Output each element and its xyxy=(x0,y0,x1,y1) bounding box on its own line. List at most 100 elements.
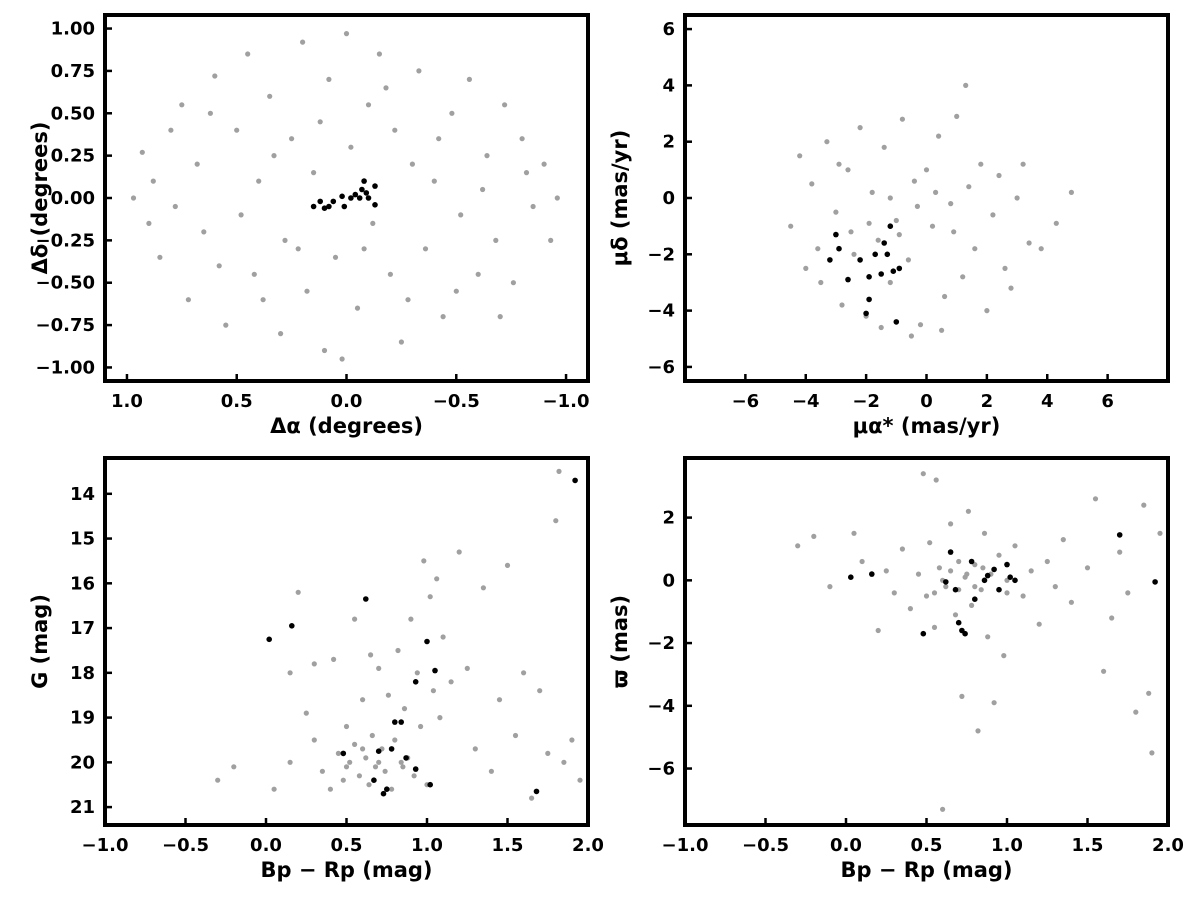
sky-point xyxy=(271,153,277,159)
pm-point xyxy=(887,195,893,201)
cmd-point xyxy=(553,518,559,524)
sky-xtick-label: 0.5 xyxy=(221,391,253,412)
sky-point xyxy=(363,190,370,196)
cmd-xtick-label: −1.0 xyxy=(82,835,129,856)
cmd-point xyxy=(327,786,333,792)
parallax-point xyxy=(891,590,897,596)
sky-point xyxy=(130,195,137,201)
cmd-point xyxy=(289,623,295,629)
cmd-point xyxy=(376,665,382,672)
pm-point xyxy=(869,189,875,195)
cmd-point xyxy=(366,782,372,788)
sky-point xyxy=(343,30,350,37)
pm-point xyxy=(875,237,881,243)
sky-point xyxy=(341,203,348,210)
parallax-point xyxy=(899,546,906,552)
cmd-point xyxy=(389,786,395,792)
pm-point xyxy=(857,257,863,263)
parallax-series-0 xyxy=(795,471,1163,812)
parallax-point xyxy=(969,602,975,609)
parallax-ytick-label: −6 xyxy=(647,759,675,780)
sky-point xyxy=(458,212,464,218)
cmd-point xyxy=(440,634,446,640)
sky-point xyxy=(484,153,490,159)
pm-point xyxy=(1026,240,1032,246)
pm-point xyxy=(815,246,821,252)
cmd-point xyxy=(388,746,395,752)
sky-ytick-label: −0.75 xyxy=(36,315,96,336)
parallax-point xyxy=(923,593,930,599)
cmd-point xyxy=(382,768,388,774)
parallax-point xyxy=(859,558,865,565)
sky-ytick-label: 0.75 xyxy=(51,61,95,82)
sky-point xyxy=(359,186,365,193)
parallax-ytick-label: 2 xyxy=(662,508,675,529)
cmd-point xyxy=(215,777,221,783)
parallax-point xyxy=(1117,549,1123,555)
sky-point xyxy=(361,178,367,184)
cmd-point xyxy=(427,594,433,600)
pm-point xyxy=(857,125,863,131)
parallax-point xyxy=(1012,577,1018,584)
cmd-point xyxy=(395,647,401,654)
cmd-point xyxy=(319,768,325,774)
parallax-point xyxy=(1044,558,1050,565)
cmd-ytick-label: 18 xyxy=(70,663,95,684)
pm-point xyxy=(899,116,906,122)
sky-xtick-label: 0.0 xyxy=(331,391,363,412)
cmd-xtick-label: −0.5 xyxy=(162,835,209,856)
cmd-xlabel: Bp − Rp (mag) xyxy=(260,858,432,882)
sky-point xyxy=(541,161,547,167)
cmd-point xyxy=(434,576,440,582)
cmd-point xyxy=(368,652,374,658)
sky-point xyxy=(409,161,415,167)
cmd-point xyxy=(340,750,347,757)
cmd-point xyxy=(340,777,346,783)
parallax-point xyxy=(1101,668,1107,674)
cmd-point xyxy=(271,786,277,792)
pm-point xyxy=(839,302,845,308)
sky-point xyxy=(310,203,317,210)
sky-point xyxy=(453,288,459,294)
pm-point xyxy=(1002,265,1008,271)
sky-point xyxy=(365,102,372,108)
pm-point xyxy=(1014,195,1020,201)
sky-ytick-label: 1.00 xyxy=(51,19,95,40)
pm-axes-frame xyxy=(683,13,1170,383)
cmd-point xyxy=(412,679,419,685)
parallax-point xyxy=(952,612,959,618)
parallax-point xyxy=(927,540,933,546)
parallax-point xyxy=(1146,690,1152,696)
parallax-point xyxy=(933,477,939,483)
cmd-axes-frame xyxy=(103,456,590,827)
parallax-point xyxy=(1133,709,1139,715)
pm-point xyxy=(893,319,900,325)
parallax-point xyxy=(1012,543,1018,549)
sky-point xyxy=(326,203,332,210)
parallax-point xyxy=(972,584,978,590)
parallax-ytick-label: 0 xyxy=(662,570,675,591)
parallax-point xyxy=(991,700,997,706)
cmd-point xyxy=(287,670,293,676)
parallax-point xyxy=(1007,574,1013,580)
sky-point xyxy=(449,110,455,116)
sky-point xyxy=(304,288,310,294)
sky-xlabel: Δα (degrees) xyxy=(270,414,423,438)
cmd-point xyxy=(569,737,575,743)
parallax-point xyxy=(981,577,988,584)
parallax-point xyxy=(940,806,946,812)
cmd-point xyxy=(414,670,420,676)
parallax-xtick-label: 0.0 xyxy=(830,835,862,856)
pm-point xyxy=(984,308,990,314)
sky-point xyxy=(523,170,530,176)
sky-point xyxy=(311,170,317,176)
sky-point xyxy=(387,271,393,277)
sky-point xyxy=(530,203,536,210)
sky-point xyxy=(321,205,328,211)
cmd-point xyxy=(231,764,237,770)
parallax-point xyxy=(851,530,857,536)
parallax-xtick-label: −1.0 xyxy=(662,835,709,856)
cmd-point xyxy=(375,748,382,754)
sky-point xyxy=(493,237,499,243)
parallax-point xyxy=(869,571,875,577)
